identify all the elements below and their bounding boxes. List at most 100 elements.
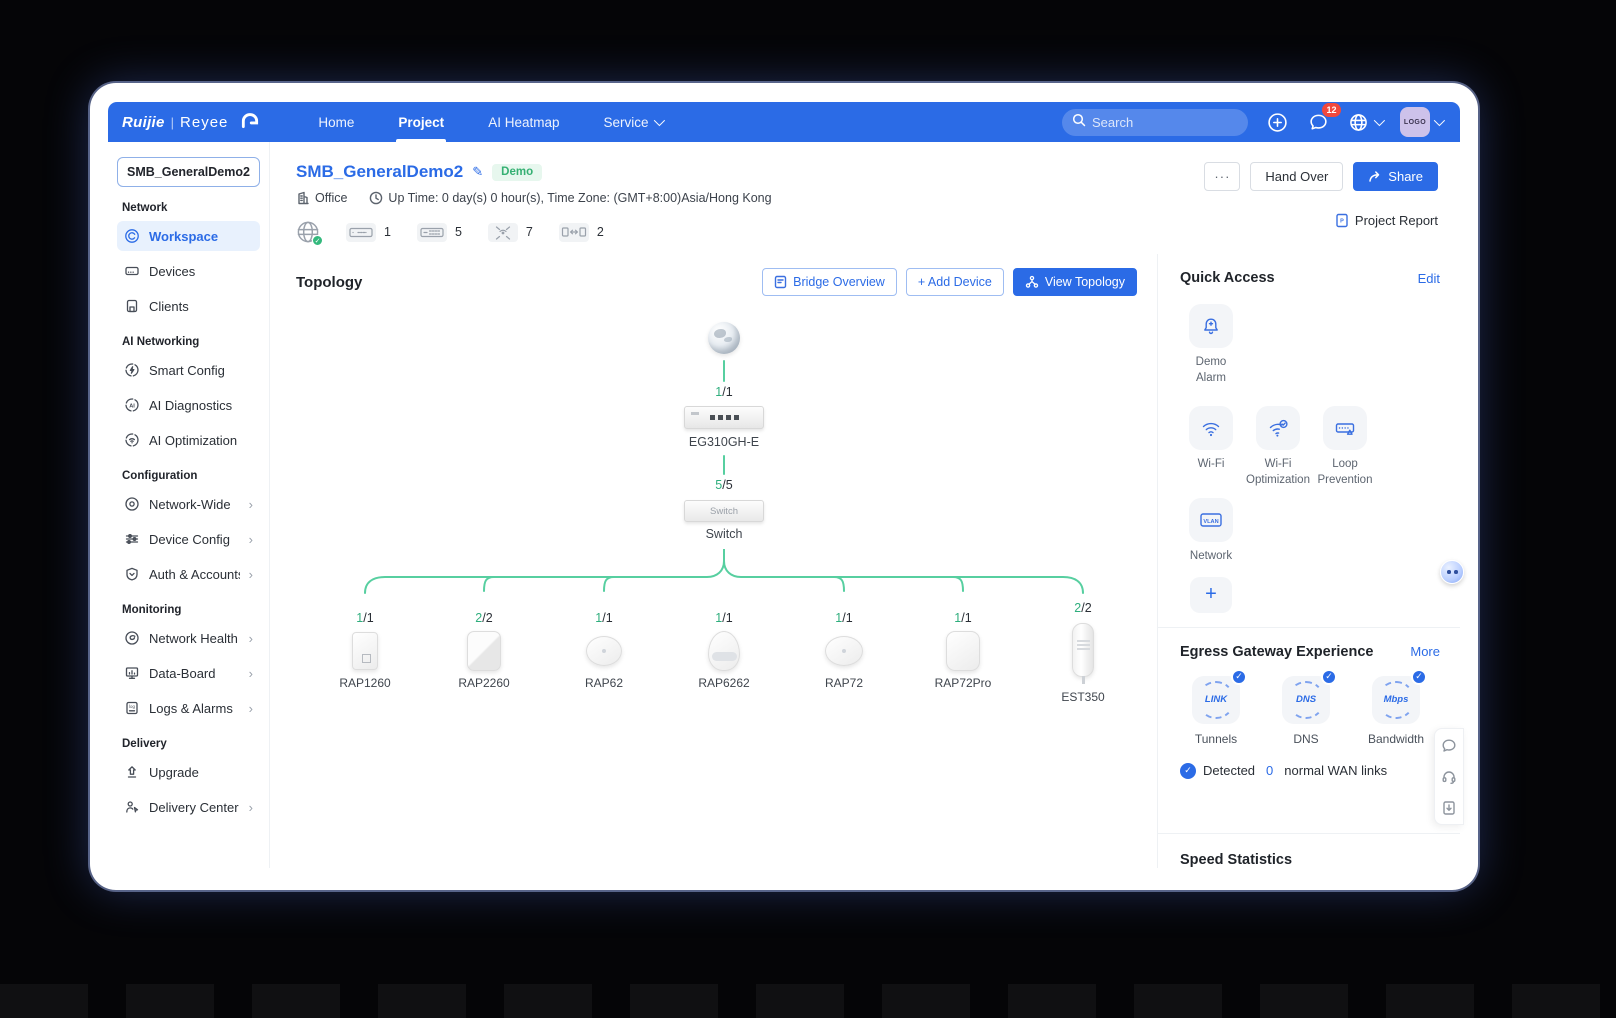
topology-title: Topology [296,273,363,291]
internet-globe[interactable] [708,322,740,354]
topology-device[interactable]: 2/2 RAP2260 [458,611,510,690]
assistant-robot-icon[interactable] [1440,560,1464,584]
quick-access-add-button[interactable]: + [1180,576,1242,613]
quick-access-network[interactable]: VLAN Network [1180,498,1242,565]
sidebar-item-auth-accounts[interactable]: Auth & Accounts [117,559,260,589]
network-wide-icon [124,496,140,512]
quick-access-loop-prevention[interactable]: Loop Prevention [1314,406,1376,488]
access-point-icon [487,222,518,242]
sidebar-item-clients[interactable]: Clients [117,291,260,321]
device-name: EST350 [1061,690,1105,704]
device-summary: ✓ 1 5 7 [296,220,1204,246]
download-report-icon[interactable] [1441,799,1458,816]
divider [1158,832,1460,834]
ai-optimization-icon [124,432,140,448]
sidebar-item-upgrade[interactable]: Upgrade [117,757,260,787]
topology-device[interactable]: 1/1 RAP62 [584,611,624,690]
sidebar-item-smart-config[interactable]: Smart Config [117,355,260,385]
sidebar-item-delivery-center[interactable]: Delivery Center [117,792,260,822]
sidebar-section-configuration: Configuration [122,470,198,482]
chevron-right-icon [249,666,253,681]
report-document-icon: P [1336,213,1348,228]
language-button[interactable] [1347,110,1386,134]
project-report-link[interactable]: P Project Report [1335,213,1438,228]
data-board-icon [124,665,140,681]
devices-icon [124,263,140,279]
nav-home[interactable]: Home [318,114,355,130]
sidebar-item-device-config[interactable]: Device Config [117,524,260,554]
nav-service[interactable]: Service [581,102,683,142]
egress-more-link[interactable]: More [1410,644,1440,660]
view-topology-button[interactable]: View Topology [1012,268,1137,296]
chevron-right-icon [249,567,253,582]
reyee-logo-icon [238,110,262,135]
chevron-down-icon [653,114,665,127]
gateway-device[interactable] [684,406,764,429]
bridge-overview-icon [774,275,787,289]
sidebar-item-ai-optimization[interactable]: AI Optimization [117,425,260,455]
app-window: Ruijie | Reyee Home Project AI Heatmap S… [90,83,1478,890]
share-button[interactable]: Share [1353,162,1438,191]
svg-text:VLAN: VLAN [1203,519,1218,525]
ap-dome-image [586,636,622,666]
egress-tunnels[interactable]: LINK ✓ Tunnels [1184,668,1248,746]
logs-icon: log [124,700,140,716]
app-container: Ruijie | Reyee Home Project AI Heatmap S… [108,102,1460,868]
top-navbar: Ruijie | Reyee Home Project AI Heatmap S… [108,102,1460,142]
share-arrow-icon [1369,171,1380,182]
avatar: LOGO [1400,107,1430,137]
switch-device[interactable]: Switch [684,500,764,522]
egress-dns[interactable]: DNS ✓ DNS [1274,668,1338,746]
messages-button[interactable]: 12 [1306,103,1341,134]
navbar-right: 12 LOGO [1062,103,1446,137]
quick-access-wifi-optimization[interactable]: Wi-Fi Optimization [1246,406,1310,488]
add-device-button[interactable]: + Add Device [905,268,1004,296]
svg-text:log: log [129,704,135,709]
sidebar-item-workspace[interactable]: Workspace [117,221,260,251]
quick-access-edit-link[interactable]: Edit [1417,270,1440,286]
sidebar-item-devices[interactable]: Devices [117,256,260,286]
egress-bandwidth[interactable]: Mbps ✓ Bandwidth [1364,668,1428,746]
hand-over-button[interactable]: Hand Over [1250,162,1344,191]
project-selector[interactable]: SMB_GeneralDemo2 [117,157,260,187]
branch-connector [364,549,1084,594]
topology-device[interactable]: 2/2 EST350 [1061,601,1105,704]
chevron-right-icon [249,631,253,646]
shield-icon [124,566,140,582]
egress-title: Egress Gateway Experience [1180,643,1374,660]
nav-ai-heatmap[interactable]: AI Heatmap [488,114,560,130]
nav-project[interactable]: Project [376,102,466,142]
sidebar-item-data-board[interactable]: Data-Board [117,658,260,688]
brand-logo[interactable]: Ruijie | Reyee [122,110,262,135]
sidebar-item-network-health[interactable]: Network HealthBeta [117,623,260,653]
topology-device[interactable]: 1/1 RAP72Pro [934,611,992,690]
search-box[interactable] [1062,108,1248,136]
sidebar-item-logs-alarms[interactable]: log Logs & Alarms [117,693,260,723]
background-pattern [0,984,1616,1018]
sidebar-item-network-wide[interactable]: Network-Wide [117,489,260,519]
delivery-center-icon [124,799,140,815]
quick-access-wifi[interactable]: Wi-Fi [1180,406,1242,488]
search-input[interactable] [1092,114,1238,130]
page-title: SMB_GeneralDemo2 [296,162,464,181]
sidebar-item-ai-diagnostics[interactable]: AI AI Diagnostics [117,390,260,420]
edit-title-icon[interactable]: ✎ [472,164,484,179]
add-project-button[interactable] [1265,110,1289,134]
link-orb-icon: LINK [1197,680,1235,719]
headset-support-icon[interactable] [1441,768,1458,785]
speed-statistics-section: Speed Statistics Mbps Downlink Uplink [1158,834,1460,868]
topology-device[interactable]: 1/1 RAP1260 [339,611,391,690]
bridge-overview-button[interactable]: Bridge Overview [762,268,897,296]
topology-canvas: 1/1 EG310GH-E 5/5 Switch [270,254,1157,868]
account-menu[interactable]: LOGO [1400,107,1446,137]
topology-device[interactable]: 1/1 RAP72 [824,611,864,690]
topology-device[interactable]: 1/1 RAP6262 [698,611,750,690]
more-actions-button[interactable]: ··· [1204,162,1241,191]
device-name: RAP6262 [698,676,750,690]
demo-badge: Demo [492,163,543,181]
bell-plus-icon [1189,304,1233,348]
wan-link-count: 0 [1266,763,1274,779]
quick-access-demo-alarm[interactable]: Demo Alarm [1180,304,1242,386]
chevron-right-icon [249,800,253,815]
chat-support-icon[interactable] [1441,737,1458,754]
